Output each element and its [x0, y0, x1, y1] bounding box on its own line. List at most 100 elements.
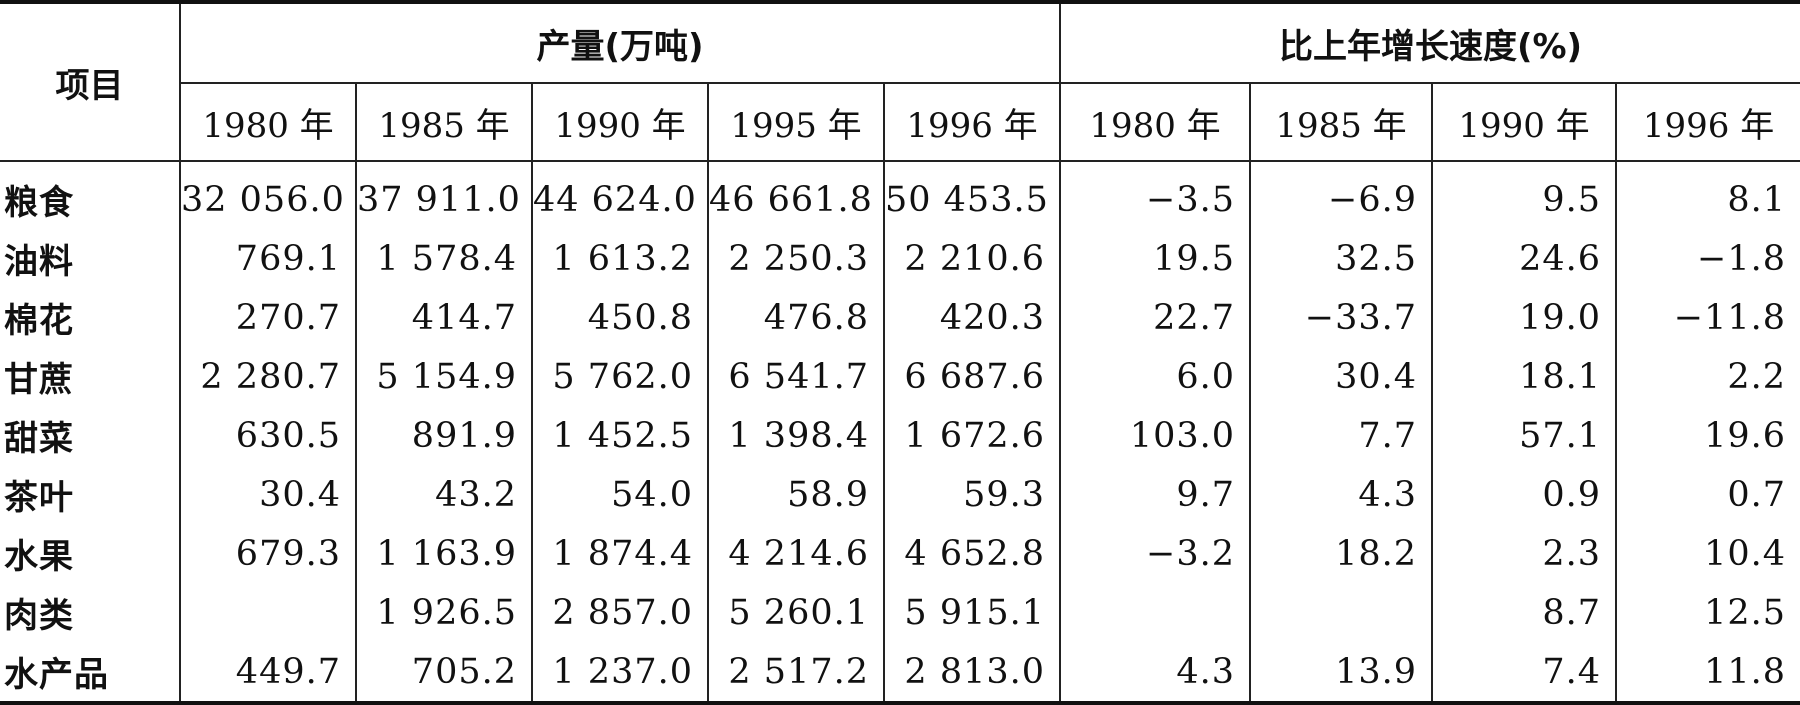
growth-cell: 24.6 [1431, 229, 1617, 288]
output-cell: 476.8 [707, 288, 884, 347]
growth-cell: −3.5 [1059, 161, 1251, 229]
table-row: 水产品 449.7 705.2 1 237.0 2 517.2 2 813.0 4.3 13.… [0, 642, 1800, 705]
table-row: 油料 769.1 1 578.4 1 613.2 2 250.3 2 210.6 19.5 3… [0, 229, 1800, 288]
growth-cell: 8.1 [1615, 161, 1800, 229]
row-label: 水产品 [0, 642, 180, 705]
output-cell: 50 453.5 [882, 161, 1061, 229]
output-cell: 1 613.2 [531, 229, 708, 288]
growth-cell [1249, 583, 1433, 642]
growth-cell: 8.7 [1431, 583, 1617, 642]
output-cell: 1 578.4 [355, 229, 532, 288]
column-header-output-year: 1990 年 [531, 83, 708, 162]
growth-cell: 11.8 [1615, 642, 1800, 705]
output-cell: 420.3 [882, 288, 1061, 347]
output-cell: 6 541.7 [707, 347, 884, 406]
growth-cell: 18.2 [1249, 524, 1433, 583]
growth-cell: 7.7 [1249, 406, 1433, 465]
growth-cell: 12.5 [1615, 583, 1800, 642]
output-cell: 59.3 [882, 465, 1061, 524]
output-cell: 1 163.9 [355, 524, 532, 583]
output-cell: 414.7 [355, 288, 532, 347]
growth-cell: 0.9 [1431, 465, 1617, 524]
output-cell: 5 260.1 [707, 583, 884, 642]
output-cell: 4 652.8 [882, 524, 1061, 583]
output-cell: 2 857.0 [531, 583, 708, 642]
row-label: 棉花 [4, 301, 74, 341]
output-cell: 6 687.6 [882, 347, 1061, 406]
growth-cell: 32.5 [1249, 229, 1433, 288]
output-cell: 1 672.6 [882, 406, 1061, 465]
growth-cell [1059, 583, 1251, 642]
output-cell: 2 250.3 [707, 229, 884, 288]
output-cell: 769.1 [179, 229, 356, 288]
output-cell: 891.9 [355, 406, 532, 465]
output-cell: 37 911.0 [355, 161, 532, 229]
output-cell: 2 210.6 [882, 229, 1061, 288]
output-cell: 1 237.0 [531, 642, 708, 705]
row-label: 油料 [4, 242, 74, 282]
growth-cell: −11.8 [1615, 288, 1800, 347]
output-cell: 54.0 [531, 465, 708, 524]
growth-cell: 2.3 [1431, 524, 1617, 583]
row-label: 水果 [4, 537, 74, 577]
output-cell: 2 280.7 [179, 347, 356, 406]
output-cell: 450.8 [531, 288, 708, 347]
output-cell: 43.2 [355, 465, 532, 524]
column-header-growth-year: 1990 年 [1431, 83, 1617, 162]
growth-cell: 4.3 [1249, 465, 1433, 524]
growth-cell: 6.0 [1059, 347, 1251, 406]
growth-cell: 22.7 [1059, 288, 1251, 347]
table-row: 棉花 270.7 414.7 450.8 476.8 420.3 22.7 −33.7 19.0… [0, 288, 1800, 347]
table-row: 甜菜 630.5 891.9 1 452.5 1 398.4 1 672.6 103.0 7.… [0, 406, 1800, 465]
growth-cell: 10.4 [1615, 524, 1800, 583]
growth-cell: 7.4 [1431, 642, 1617, 705]
output-cell: 44 624.0 [531, 161, 708, 229]
growth-cell: 103.0 [1059, 406, 1251, 465]
output-cell: 5 154.9 [355, 347, 532, 406]
table-row: 水果 679.3 1 163.9 1 874.4 4 214.6 4 652.8 −3.2 1… [0, 524, 1800, 583]
growth-cell: 0.7 [1615, 465, 1800, 524]
growth-cell: 13.9 [1249, 642, 1433, 705]
growth-cell: 19.5 [1059, 229, 1251, 288]
output-cell: 2 517.2 [707, 642, 884, 705]
table-body: 粮食 32 056.0 37 911.0 44 624.0 46 661.8 50 453… [0, 161, 1800, 705]
column-header-growth-year: 1996 年 [1615, 83, 1800, 162]
output-cell: 58.9 [707, 465, 884, 524]
growth-cell: 30.4 [1249, 347, 1433, 406]
growth-cell: 57.1 [1431, 406, 1617, 465]
growth-cell: 18.1 [1431, 347, 1617, 406]
row-label: 茶叶 [4, 478, 74, 518]
output-cell: 270.7 [179, 288, 356, 347]
output-cell: 1 398.4 [707, 406, 884, 465]
growth-cell: 9.7 [1059, 465, 1251, 524]
growth-cell: 19.0 [1431, 288, 1617, 347]
output-cell: 30.4 [179, 465, 356, 524]
output-cell: 32 056.0 [179, 161, 356, 229]
output-cell: 1 452.5 [531, 406, 708, 465]
growth-cell: −1.8 [1615, 229, 1800, 288]
column-header-growth-year: 1980 年 [1059, 83, 1251, 162]
growth-cell: 19.6 [1615, 406, 1800, 465]
output-cell: 4 214.6 [707, 524, 884, 583]
output-cell: 46 661.8 [707, 161, 884, 229]
output-cell: 2 813.0 [882, 642, 1061, 705]
growth-cell: −6.9 [1249, 161, 1433, 229]
output-cell: 630.5 [179, 406, 356, 465]
row-label: 粮食 [4, 183, 74, 223]
output-cell: 1 926.5 [355, 583, 532, 642]
output-cell [179, 583, 356, 642]
output-cell: 1 874.4 [531, 524, 708, 583]
growth-cell: 2.2 [1615, 347, 1800, 406]
column-header-growth-year: 1985 年 [1249, 83, 1433, 162]
row-label: 甜菜 [4, 419, 74, 459]
row-label: 肉类 [4, 596, 74, 636]
output-cell: 449.7 [179, 642, 356, 705]
column-header-output-year: 1985 年 [355, 83, 532, 162]
row-label: 甘蔗 [4, 360, 74, 400]
growth-cell: 9.5 [1431, 161, 1617, 229]
table-row: 甘蔗 2 280.7 5 154.9 5 762.0 6 541.7 6 687.6 6.0… [0, 347, 1800, 406]
growth-cell: 4.3 [1059, 642, 1251, 705]
column-header-item: 项目 [0, 0, 180, 162]
output-cell: 5 762.0 [531, 347, 708, 406]
output-cell: 705.2 [355, 642, 532, 705]
